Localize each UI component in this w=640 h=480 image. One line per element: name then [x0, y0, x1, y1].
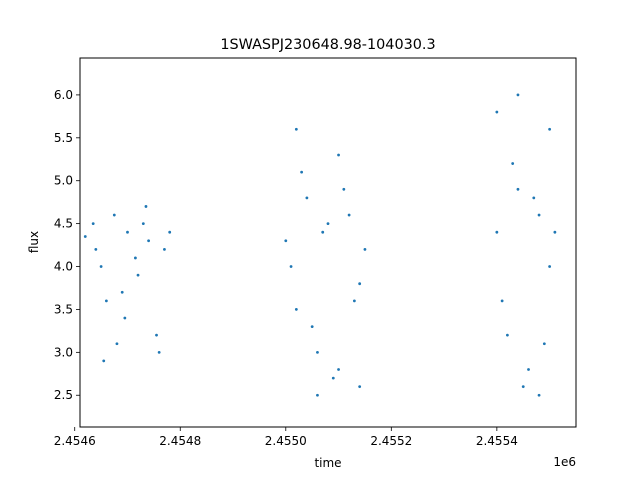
y-tick-label: 5.0	[54, 174, 73, 188]
x-offset-label: 1e6	[553, 455, 576, 469]
data-point	[358, 385, 362, 389]
data-point	[495, 110, 499, 114]
plot-frame	[79, 57, 577, 428]
y-tick-label: 6.0	[54, 88, 73, 102]
data-point	[91, 222, 95, 226]
data-point	[147, 239, 151, 243]
data-point	[294, 308, 298, 311]
scatter-points	[83, 93, 557, 397]
data-point	[294, 127, 298, 131]
data-point	[352, 299, 356, 303]
y-tick-label: 4.5	[54, 217, 73, 231]
x-axis-label: time	[314, 456, 341, 470]
x-tick-label: 2.4550	[265, 434, 307, 448]
data-point	[123, 316, 127, 320]
data-point	[331, 376, 335, 380]
data-point	[99, 265, 103, 268]
data-point	[300, 170, 304, 174]
data-point	[553, 230, 557, 234]
data-point	[521, 385, 525, 389]
x-tick-label: 2.4554	[476, 434, 518, 448]
data-point	[316, 393, 319, 397]
data-point	[310, 325, 314, 328]
data-point	[94, 247, 98, 251]
y-tick-label: 3.5	[54, 302, 73, 316]
y-tick-label: 2.5	[54, 388, 73, 402]
data-point	[134, 256, 137, 260]
data-point	[326, 222, 330, 226]
chart-title: 1SWASPJ230648.98-104030.3	[220, 37, 435, 53]
data-point	[532, 196, 536, 200]
data-point	[102, 359, 106, 363]
data-point	[511, 162, 515, 165]
data-point	[548, 127, 552, 131]
data-point	[120, 290, 124, 294]
data-point	[284, 239, 288, 243]
x-tick-label: 2.4546	[54, 434, 96, 448]
data-point	[527, 368, 530, 371]
data-point	[500, 299, 504, 303]
y-axis: 2.5 3.0 3.5 4.0 4.5 5.0 5.5 6.0	[54, 88, 80, 402]
data-point	[289, 265, 293, 268]
data-point	[144, 205, 148, 208]
x-tick-label: 2.4552	[370, 434, 412, 448]
data-point	[126, 230, 129, 234]
y-tick-label: 4.0	[54, 260, 73, 274]
data-point	[337, 368, 340, 371]
data-point	[537, 393, 541, 397]
data-point	[548, 265, 552, 268]
data-point	[495, 230, 499, 234]
data-point	[537, 213, 541, 217]
data-point	[516, 93, 520, 97]
y-tick-label: 3.0	[54, 345, 73, 359]
x-tick-label: 2.4548	[159, 434, 201, 448]
data-point	[542, 342, 546, 346]
data-point	[516, 187, 520, 191]
data-point	[83, 235, 87, 238]
data-point	[155, 333, 158, 337]
data-point	[136, 273, 140, 277]
data-point	[157, 350, 161, 354]
data-point	[337, 153, 340, 157]
x-axis: 2.4546 2.4548 2.4550 2.4552 2.4554	[54, 427, 518, 448]
y-axis-label: flux	[27, 231, 41, 253]
data-point	[168, 230, 172, 234]
data-point	[358, 282, 362, 286]
data-point	[104, 299, 108, 303]
data-point	[347, 213, 351, 217]
data-point	[141, 222, 145, 226]
data-point	[363, 247, 367, 251]
data-point	[316, 350, 319, 354]
data-point	[506, 333, 509, 337]
y-tick-label: 5.5	[54, 131, 73, 145]
data-point	[115, 342, 119, 346]
data-point	[305, 196, 309, 200]
data-point	[163, 247, 166, 251]
data-point	[112, 213, 116, 217]
data-point	[342, 187, 346, 191]
data-point	[321, 230, 325, 234]
